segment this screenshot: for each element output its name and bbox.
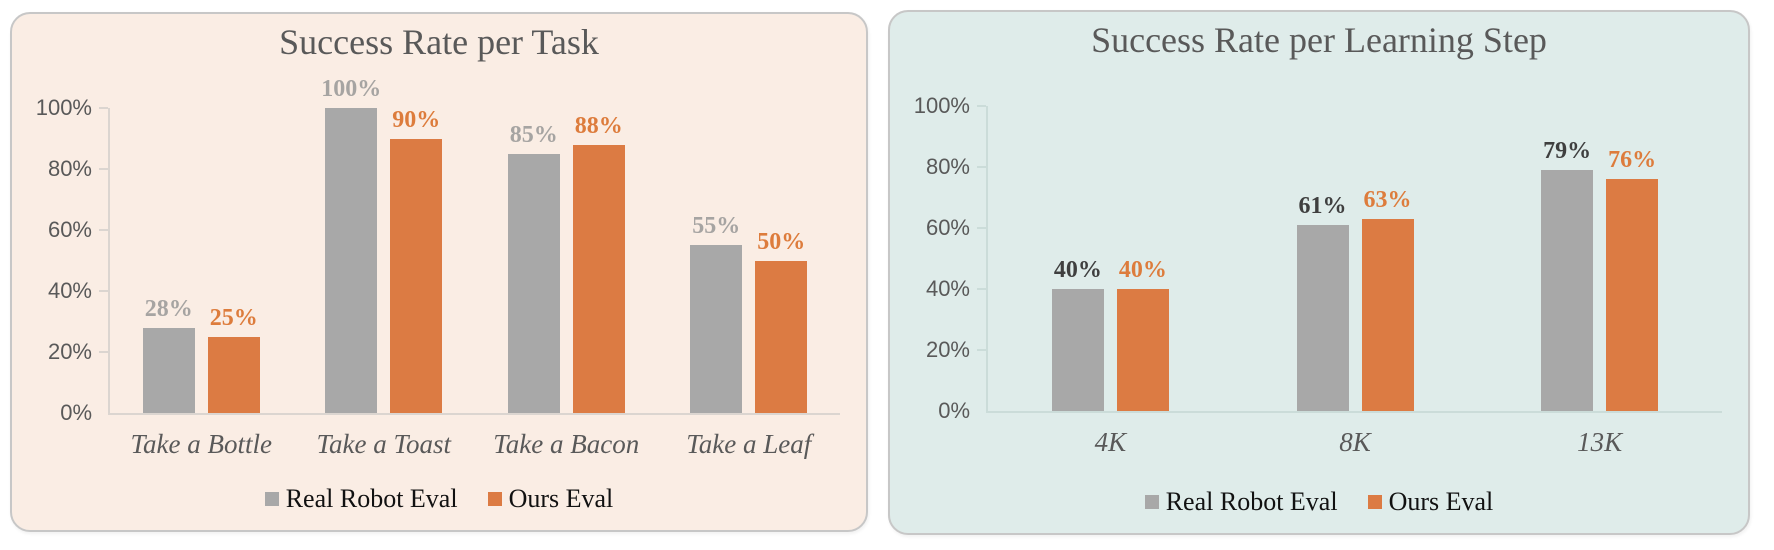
- data-label: 28%: [144, 295, 193, 322]
- category-label: Take a Bacon: [493, 429, 640, 459]
- y-tick-label: 80%: [925, 154, 970, 179]
- category-group: 40% 40% 4K: [988, 106, 1233, 457]
- bar: 55%: [690, 213, 743, 413]
- y-tick-label: 0%: [938, 398, 970, 423]
- data-label: 100%: [321, 76, 382, 102]
- legend-item-real-robot-eval: Real Robot Eval: [264, 484, 458, 514]
- data-label: 25%: [209, 304, 258, 331]
- y-tick-mark: [977, 105, 986, 107]
- legend-marker-gray-square-icon: [264, 492, 279, 506]
- legend-label: Real Robot Eval: [285, 484, 458, 513]
- y-tick-label: 80%: [47, 156, 92, 181]
- legend-label: Real Robot Eval: [1165, 487, 1338, 516]
- legend: Real Robot Eval Ours Eval: [12, 484, 866, 514]
- data-label: 63%: [1363, 186, 1412, 213]
- legend-label: Ours Eval: [1388, 487, 1494, 516]
- category-label: 8K: [1339, 427, 1371, 457]
- bar-groups: 28% 25% Take a Bottle 100% 90% Take a Toast 85…: [110, 76, 841, 459]
- y-axis: 0% 20% 40% 60% 80% 100%: [26, 95, 108, 425]
- y-tick-mark: [977, 349, 986, 351]
- data-label: 90%: [392, 106, 441, 133]
- y-tick-label: 40%: [47, 278, 92, 303]
- y-tick-label: 20%: [47, 339, 92, 364]
- data-label: 88%: [574, 112, 623, 139]
- bar-groups: 40% 40% 4K 61% 63% 8K 79% 76% 13K: [988, 106, 1722, 457]
- bar: 61%: [1296, 193, 1349, 411]
- bar: 85%: [507, 122, 560, 413]
- legend-marker-gray-square-icon: [1144, 495, 1159, 509]
- bar: 28%: [142, 296, 195, 413]
- bar: 50%: [755, 229, 808, 413]
- bar: 40%: [1116, 257, 1169, 411]
- y-tick-label: 60%: [925, 215, 970, 240]
- category-label: 4K: [1094, 427, 1127, 457]
- chart-title: Success Rate per Learning Step: [1091, 20, 1547, 60]
- y-tick-label: 60%: [47, 217, 92, 242]
- bar: 79%: [1541, 138, 1594, 411]
- bar: 90%: [390, 107, 443, 413]
- y-tick-mark: [99, 107, 108, 109]
- bar: 88%: [572, 113, 625, 413]
- chart-area: 0% 20% 40% 60% 80% 100% 28% 25% Take a Bottle 10…: [26, 76, 841, 459]
- category-group: 61% 63% 8K: [1233, 106, 1478, 457]
- category-label: Take a Bottle: [130, 429, 273, 459]
- data-label: 50%: [757, 228, 806, 255]
- category-group: 100% 90% Take a Toast: [293, 76, 476, 459]
- y-tick-label: 0%: [60, 400, 92, 425]
- plot-area: 28% 25% Take a Bottle 100% 90% Take a Toast 85…: [99, 76, 841, 459]
- category-label: Take a Leaf: [686, 429, 812, 459]
- bar: 76%: [1606, 147, 1659, 411]
- category-label: Take a Toast: [316, 429, 452, 459]
- plot-area: 40% 40% 4K 61% 63% 8K 79% 76% 13K: [977, 105, 1722, 457]
- y-tick-mark: [99, 290, 108, 292]
- chart-panel-success-rate-per-task: Success Rate per Task 0% 20% 40% 60% 80% 100%…: [10, 12, 868, 532]
- data-label: 76%: [1608, 147, 1657, 174]
- legend-marker-orange-square-icon: [1367, 495, 1382, 509]
- legend-item-ours-eval: Ours Eval: [487, 484, 614, 514]
- bar: 25%: [207, 305, 260, 413]
- bar: 63%: [1361, 187, 1414, 411]
- y-tick-label: 100%: [913, 93, 970, 118]
- y-tick-mark: [99, 229, 108, 231]
- legend-marker-orange-square-icon: [487, 492, 502, 506]
- y-tick-mark: [977, 288, 986, 290]
- legend-item-ours-eval: Ours Eval: [1367, 487, 1494, 517]
- data-label: 55%: [692, 213, 741, 240]
- bar: 40%: [1051, 257, 1104, 411]
- data-label: 40%: [1118, 257, 1167, 283]
- y-axis: 0% 20% 40% 60% 80% 100%: [904, 93, 986, 423]
- chart-panel-success-rate-per-learning-step: Success Rate per Learning Step 0% 20% 40% 6…: [888, 10, 1750, 535]
- data-label: 85%: [509, 121, 558, 148]
- y-tick-label: 20%: [925, 337, 970, 362]
- category-group: 79% 76% 13K: [1477, 106, 1722, 457]
- legend: Real Robot Eval Ours Eval: [890, 487, 1748, 517]
- y-tick-label: 40%: [925, 276, 970, 301]
- category-group: 28% 25% Take a Bottle: [110, 108, 293, 459]
- y-tick-mark: [99, 168, 108, 170]
- category-group: 55% 50% Take a Leaf: [658, 108, 841, 459]
- y-tick-label: 100%: [35, 95, 92, 120]
- category-label: 13K: [1577, 427, 1623, 457]
- category-group: 85% 88% Take a Bacon: [475, 108, 658, 459]
- y-tick-mark: [977, 227, 986, 229]
- y-tick-mark: [977, 166, 986, 168]
- data-label: 40%: [1053, 257, 1102, 283]
- chart-area: 0% 20% 40% 60% 80% 100% 40% 40% 4K 61% 63% 8K 79% 76…: [904, 93, 1722, 457]
- legend-item-real-robot-eval: Real Robot Eval: [1144, 487, 1338, 517]
- y-tick-mark: [99, 351, 108, 353]
- data-label: 79%: [1543, 138, 1592, 165]
- legend-label: Ours Eval: [508, 484, 614, 513]
- bar: 100%: [321, 76, 381, 413]
- data-label: 61%: [1298, 192, 1347, 219]
- chart-title: Success Rate per Task: [279, 22, 599, 62]
